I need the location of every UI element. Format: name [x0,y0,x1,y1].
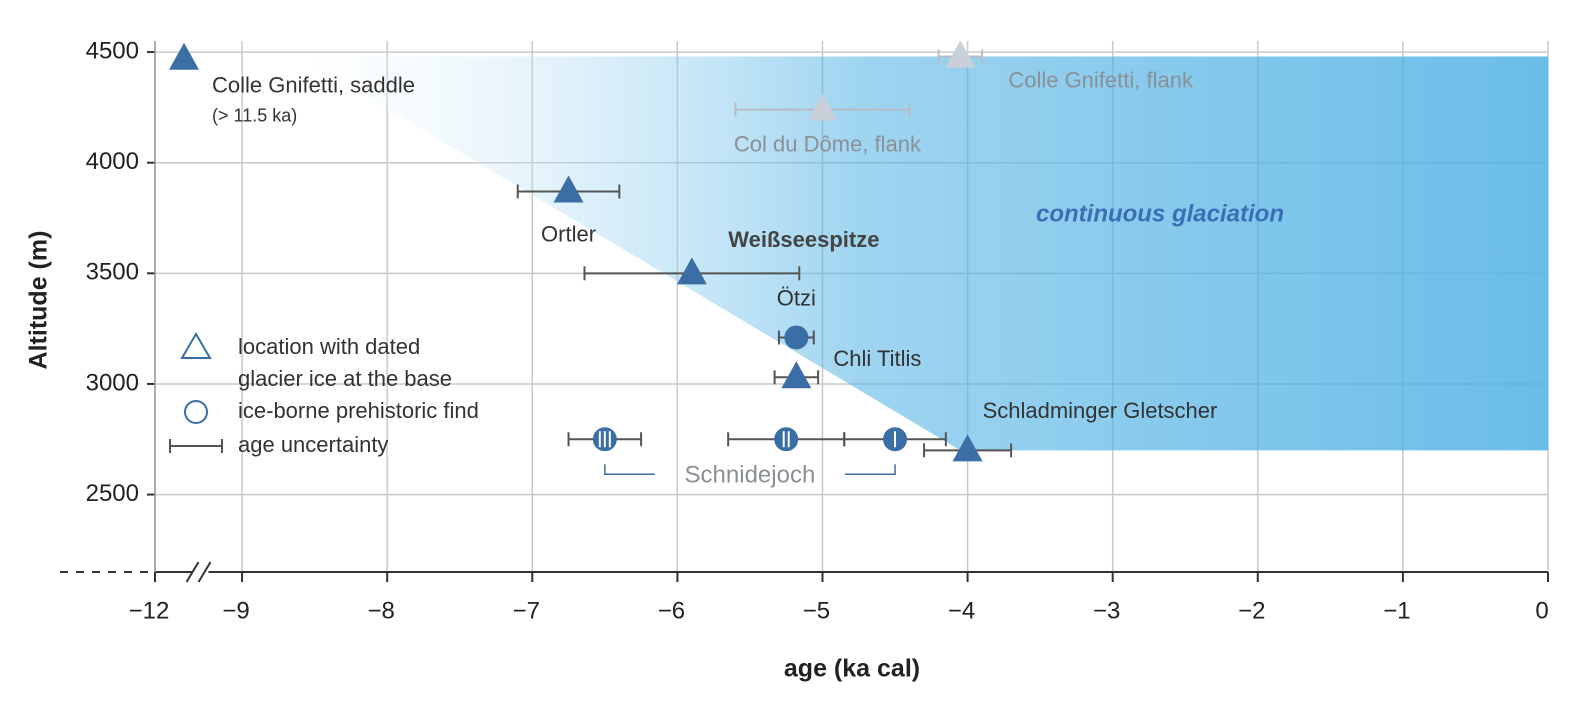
point-group: Ötzi [777,285,816,350]
point-label: Ötzi [777,285,816,310]
circle-marker [774,427,799,452]
y-tick-label: 3000 [86,369,139,396]
point-group: Colle Gnifetti, saddle (> 11.5 ka) [169,42,415,125]
point-group: Chli Titlis [773,346,921,389]
x-tick-label: −4 [948,597,975,624]
y-tick-label: 3500 [86,259,139,286]
legend-text: age uncertainty [238,432,388,457]
y-axis-title: Altitude (m) [25,231,53,370]
x-tick-label: −3 [1093,597,1120,624]
point-label: Weißseespitze [728,227,879,252]
triangle-marker [945,40,976,68]
x-tick-label: 0 [1535,597,1548,624]
legend: location with dated glacier ice at the b… [169,332,479,457]
group-bracket [604,464,896,475]
group-label: Schnidejoch [685,462,816,489]
legend-text: ice-borne prehistoric find [238,398,479,423]
x-tick-label: −2 [1238,597,1265,624]
legend-triangle [180,332,212,359]
axis-break [185,561,200,583]
point-group [567,427,643,452]
x-tick-label: −1 [1383,597,1410,624]
region-label: continuous glaciation [1036,200,1284,227]
circle-marker [784,325,809,350]
x-tick-label: −9 [222,597,249,624]
point-group: Schladminger Gletscher [923,398,1218,462]
points: Colle Gnifetti, saddle(> 11.5 ka)Colle G… [169,40,1218,489]
glaciation-region [300,56,1549,451]
point-label: Chli Titlis [833,346,921,371]
triangle-marker [169,42,200,70]
triangle-marker [676,257,707,285]
legend-text: glacier ice at the base [238,366,452,391]
point-label: Col du Dôme, flank [734,131,922,156]
axis-break [197,561,212,583]
y-tick-label: 2500 [86,480,139,507]
point-label: Colle Gnifetti, flank [1008,67,1194,92]
point-group: Weißseespitze [583,227,879,285]
point-label: Ortler [541,221,596,246]
point-group: Colle Gnifetti, flank [937,40,1194,92]
x-tick-label: −7 [513,597,540,624]
triangle-marker [553,175,584,203]
x-tick-label: −6 [658,597,685,624]
x-tick-label: −5 [803,597,830,624]
triangle-marker [952,434,983,462]
point-group: Col du Dôme, flank [734,93,922,156]
y-tick-label: 4500 [86,37,139,64]
point-group [843,427,947,452]
point-note: (> 11.5 ka) [212,105,297,125]
triangle-marker [807,93,838,121]
point-group [727,427,846,452]
x-axis-title: age (ka cal) [784,655,920,683]
point-label: Colle Gnifetti, saddle [212,73,415,98]
x-tick-label: −8 [367,597,394,624]
legend-text: location with dated [238,334,420,359]
x-tick-label: −12 [129,597,170,624]
axes: Altitude (m) age (ka cal) −12 −9 −8 −7 −6 −5 −… [25,37,1549,683]
axis-break-gap [192,566,209,578]
y-tick-label: 4000 [86,148,139,175]
point-label: Schladminger Gletscher [983,398,1218,423]
point-group: Ortler [516,175,621,246]
legend-circle [184,400,208,424]
region-layer: continuous glaciation [300,56,1549,451]
triangle-marker [781,361,812,389]
